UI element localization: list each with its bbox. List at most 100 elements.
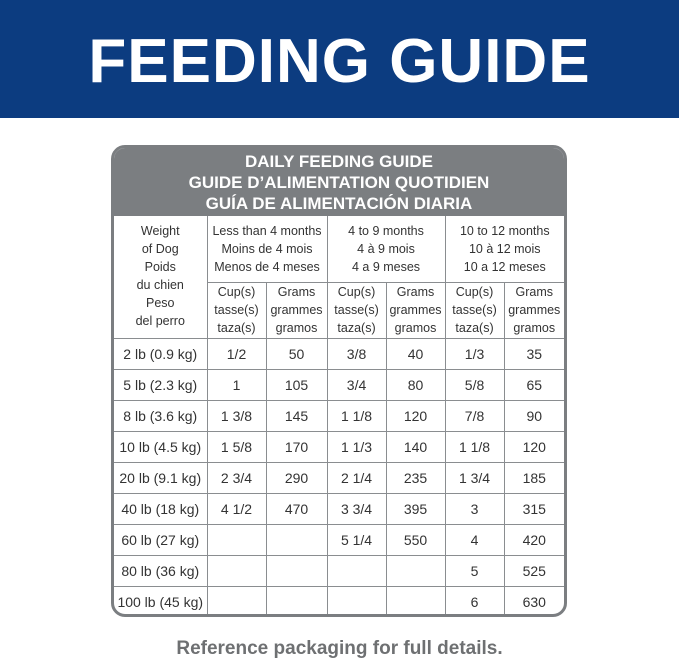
header-line: Moins de 4 mois bbox=[221, 241, 313, 256]
header-line: grammes bbox=[508, 303, 561, 317]
header-line: 4 a 9 meses bbox=[351, 259, 421, 274]
amount-cell bbox=[265, 585, 328, 614]
weight-cell: 20 lb (9.1 kg) bbox=[114, 461, 208, 494]
header-line: 10 à 12 mois bbox=[468, 241, 541, 256]
amount-cell: 1 bbox=[206, 368, 267, 401]
amount-cell: 105 bbox=[265, 368, 328, 401]
header-line: Poids bbox=[144, 260, 176, 274]
unit-header: Cup(s) tasse(s) taza(s) bbox=[326, 281, 387, 339]
amount-cell bbox=[385, 585, 446, 614]
header-line: taza(s) bbox=[217, 321, 256, 335]
amount-cell: 630 bbox=[503, 585, 564, 614]
data-row: 5 lb (2.3 kg) 1 105 3/4 80 5/8 65 bbox=[114, 368, 564, 401]
amount-cell: 50 bbox=[265, 337, 328, 370]
age-group-header: 4 to 9 months 4 à 9 mois 4 a 9 meses bbox=[326, 216, 446, 283]
header-line: gramos bbox=[275, 321, 318, 335]
header-line: tasse(s) bbox=[214, 303, 259, 317]
data-row: 60 lb (27 kg) 5 1/4 550 4 420 bbox=[114, 523, 564, 556]
footer-note: Reference packaging for full details. bbox=[176, 638, 503, 659]
weight-header: Weight of Dog Poids du chien Peso del perro bbox=[114, 216, 208, 339]
amount-cell: 1/2 bbox=[206, 337, 267, 370]
amount-cell: 5/8 bbox=[444, 368, 505, 401]
amount-cell: 35 bbox=[503, 337, 564, 370]
amount-cell: 4 1/2 bbox=[206, 492, 267, 525]
amount-cell: 80 bbox=[385, 368, 446, 401]
header-line: tasse(s) bbox=[334, 303, 379, 317]
header-line: taza(s) bbox=[455, 321, 494, 335]
unit-header: Grams grammes gramos bbox=[503, 281, 564, 339]
header-line: gramos bbox=[394, 321, 437, 335]
amount-cell: 90 bbox=[503, 399, 564, 432]
amount-cell: 5 bbox=[444, 554, 505, 587]
header-line: Grams bbox=[515, 285, 554, 299]
header-line: Menos de 4 meses bbox=[214, 259, 320, 274]
amount-cell: 525 bbox=[503, 554, 564, 587]
title-line: DAILY FEEDING GUIDE bbox=[245, 152, 433, 171]
header-line: Cup(s) bbox=[455, 285, 494, 299]
amount-cell bbox=[385, 554, 446, 587]
amount-cell: 170 bbox=[265, 430, 328, 463]
weight-cell: 40 lb (18 kg) bbox=[114, 492, 208, 525]
age-group-header: 10 to 12 months 10 à 12 mois 10 a 12 meses bbox=[444, 216, 564, 283]
header-line: 10 to 12 months bbox=[459, 223, 550, 238]
header-line: Grams bbox=[396, 285, 435, 299]
header-line: grammes bbox=[389, 303, 442, 317]
amount-cell: 315 bbox=[503, 492, 564, 525]
amount-cell: 1 1/8 bbox=[444, 430, 505, 463]
amount-cell: 290 bbox=[265, 461, 328, 494]
header-line: Peso bbox=[146, 296, 175, 310]
header-line: 4 à 9 mois bbox=[357, 241, 415, 256]
amount-cell: 145 bbox=[265, 399, 328, 432]
amount-cell: 235 bbox=[385, 461, 446, 494]
header-line: of Dog bbox=[141, 242, 179, 256]
table: Weight of Dog Poids du chien Peso del perro Le… bbox=[114, 216, 564, 614]
header-row: Cup(s) tasse(s) taza(s) Grams grammes gramos C… bbox=[114, 281, 564, 339]
data-row: 40 lb (18 kg) 4 1/2 470 3 3/4 395 3 315 bbox=[114, 492, 564, 525]
header-line: tasse(s) bbox=[452, 303, 497, 317]
header-line: Less than 4 months bbox=[212, 223, 322, 238]
amount-cell: 2 3/4 bbox=[206, 461, 267, 494]
weight-cell: 5 lb (2.3 kg) bbox=[114, 368, 208, 401]
title-line: GUÍA DE ALIMENTACIÓN DIARIA bbox=[205, 194, 473, 213]
amount-cell: 120 bbox=[503, 430, 564, 463]
title-line: GUIDE D’ALIMENTATION QUOTIDIEN bbox=[188, 173, 490, 192]
amount-cell: 40 bbox=[385, 337, 446, 370]
amount-cell: 1/3 bbox=[444, 337, 505, 370]
amount-cell: 3/8 bbox=[326, 337, 387, 370]
amount-cell: 550 bbox=[385, 523, 446, 556]
amount-cell: 5 1/4 bbox=[326, 523, 387, 556]
header-line: 10 a 12 meses bbox=[463, 259, 546, 274]
amount-cell: 3/4 bbox=[326, 368, 387, 401]
weight-cell: 80 lb (36 kg) bbox=[114, 554, 208, 587]
title: FEEDING GUIDE bbox=[88, 27, 591, 96]
unit-header: Grams grammes gramos bbox=[265, 281, 328, 339]
amount-cell bbox=[326, 585, 387, 614]
amount-cell: 470 bbox=[265, 492, 328, 525]
header-line: Cup(s) bbox=[337, 285, 376, 299]
banner: FEEDING GUIDE bbox=[0, 0, 679, 118]
header-line: 4 to 9 months bbox=[348, 223, 424, 238]
feeding-table: DAILY FEEDING GUIDE GUIDE D’ALIMENTATION … bbox=[111, 145, 567, 617]
data-row: 80 lb (36 kg) 5 525 bbox=[114, 554, 564, 587]
weight-cell: 8 lb (3.6 kg) bbox=[114, 399, 208, 432]
weight-cell: 2 lb (0.9 kg) bbox=[114, 337, 208, 370]
age-group-header: Less than 4 months Moins de 4 mois Menos d… bbox=[206, 216, 328, 283]
amount-cell: 395 bbox=[385, 492, 446, 525]
header-line: del perro bbox=[135, 314, 185, 328]
header-row: Weight of Dog Poids du chien Peso del perro Le… bbox=[114, 216, 564, 339]
amount-cell bbox=[206, 523, 267, 556]
amount-cell: 7/8 bbox=[444, 399, 505, 432]
header-line: Cup(s) bbox=[217, 285, 256, 299]
header-line: taza(s) bbox=[337, 321, 376, 335]
amount-cell: 65 bbox=[503, 368, 564, 401]
amount-cell: 140 bbox=[385, 430, 446, 463]
header-line: du chien bbox=[136, 278, 184, 292]
amount-cell: 3 3/4 bbox=[326, 492, 387, 525]
amount-cell: 185 bbox=[503, 461, 564, 494]
weight-cell: 60 lb (27 kg) bbox=[114, 523, 208, 556]
amount-cell bbox=[206, 585, 267, 614]
header-line: gramos bbox=[513, 321, 556, 335]
amount-cell: 1 3/8 bbox=[206, 399, 267, 432]
amount-cell: 2 1/4 bbox=[326, 461, 387, 494]
